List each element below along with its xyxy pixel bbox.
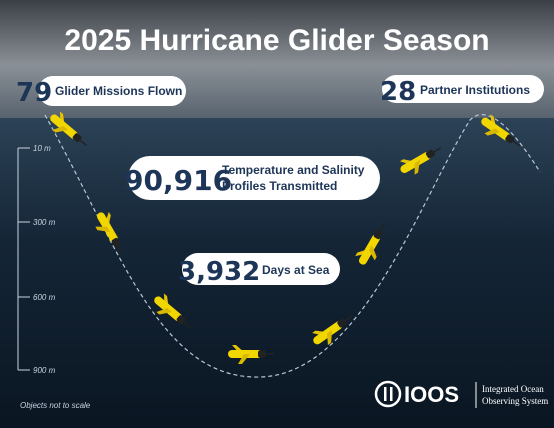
logo-name: IOOS [404,382,459,407]
stat-number: 90,916 [124,164,232,197]
depth-label: 900 m [33,366,56,375]
stat-label: Temperature and Salinity [222,163,365,177]
stat-label: Partner Institutions [420,83,530,97]
note: Objects not to scale [20,401,91,410]
logo-tagline: Integrated Ocean [482,384,544,394]
glider-path [44,114,541,378]
sky [0,0,554,130]
depth-label: 600 m [33,293,56,302]
stat-days: 3,932 Days at Sea [178,253,340,287]
stat-number: 79 [16,78,52,108]
stat-label: Days at Sea [262,263,330,277]
logo-tagline: Observing System [482,396,548,406]
title: 2025 Hurricane Glider Season [64,24,489,57]
stat-missions: 79 Glider Missions Flown [16,76,186,108]
depth-label: 10 m [33,144,51,153]
logo: IOOS Integrated Ocean Observing System [374,380,548,408]
stat-number: 28 [380,77,416,107]
depth-label: 300 m [33,218,56,227]
stat-partners: 28 Partner Institutions [380,75,544,107]
depth-scale [17,147,30,371]
stat-label: Glider Missions Flown [55,84,182,98]
stat-label: Profiles Transmitted [222,179,337,193]
stat-profiles: 90,916 Temperature and Salinity Profiles… [124,156,380,200]
stat-number: 3,932 [178,257,260,287]
